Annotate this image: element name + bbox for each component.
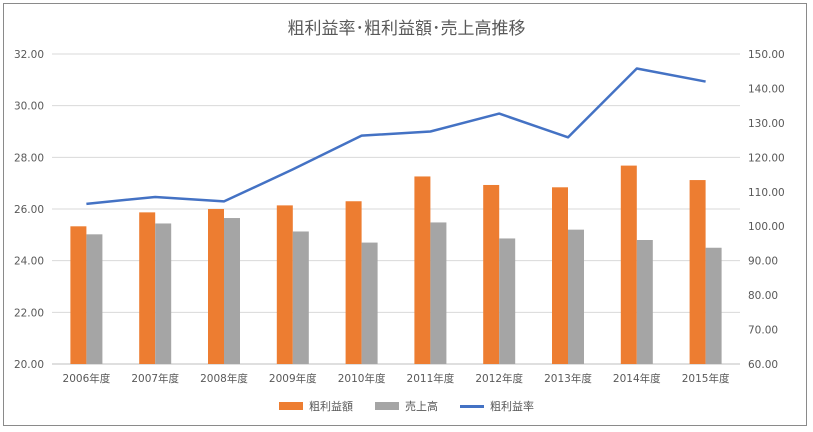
y-left-tick-label: 30.00 xyxy=(14,101,44,113)
y-right-tick-label: 90.00 xyxy=(748,256,778,268)
bar-gross-profit xyxy=(620,165,637,364)
y-left-tick-label: 24.00 xyxy=(14,256,44,268)
legend-item-margin: 粗利益率 xyxy=(460,398,534,414)
x-tick-label: 2007年度 xyxy=(131,372,179,385)
bar-gross-profit xyxy=(345,201,362,364)
y-right-tick-label: 130.00 xyxy=(748,118,785,130)
y-left-tick-label: 32.00 xyxy=(14,49,44,61)
y-right-tick-label: 80.00 xyxy=(748,290,778,302)
x-tick-label: 2009年度 xyxy=(269,372,317,385)
y-right-tick-label: 120.00 xyxy=(748,152,785,164)
bar-gross-profit xyxy=(552,187,568,364)
x-tick-label: 2010年度 xyxy=(338,372,386,385)
y-left-tick-label: 20.00 xyxy=(14,359,44,371)
legend-swatch-margin xyxy=(460,404,484,408)
bar-gross-profit xyxy=(70,226,87,364)
legend: 粗利益額 売上高 粗利益率 xyxy=(0,398,813,414)
bar-gross-profit xyxy=(414,176,431,364)
x-tick-label: 2012年度 xyxy=(475,372,523,385)
bar-sales xyxy=(636,240,653,364)
legend-label-margin: 粗利益率 xyxy=(490,400,534,413)
legend-item-sales: 売上高 xyxy=(375,398,438,414)
legend-item-gross-profit: 粗利益額 xyxy=(279,398,353,414)
bar-sales xyxy=(86,234,103,364)
y-right-tick-label: 60.00 xyxy=(748,359,778,371)
y-left-tick-label: 28.00 xyxy=(14,152,44,164)
legend-swatch-gross-profit xyxy=(279,402,303,410)
y-right-tick-label: 110.00 xyxy=(748,187,785,199)
x-tick-label: 2008年度 xyxy=(200,372,248,385)
bar-sales xyxy=(499,238,516,364)
chart-title: 粗利益率･粗利益額･売上高推移 xyxy=(287,19,526,39)
y-right-tick-label: 70.00 xyxy=(748,325,778,337)
bar-sales xyxy=(292,231,309,364)
bar-sales xyxy=(705,247,722,364)
legend-label-gross-profit: 粗利益額 xyxy=(309,400,353,413)
y-left-tick-label: 26.00 xyxy=(14,204,44,216)
y-right-tick-label: 150.00 xyxy=(748,49,785,61)
y-right-tick-label: 140.00 xyxy=(748,83,785,95)
bar-gross-profit xyxy=(276,205,293,364)
bar-gross-profit xyxy=(208,209,224,364)
bar-sales xyxy=(361,242,378,364)
x-tick-label: 2015年度 xyxy=(682,372,730,385)
y-right-tick-label: 100.00 xyxy=(748,221,785,233)
x-tick-label: 2013年度 xyxy=(544,372,592,385)
bar-gross-profit xyxy=(483,184,500,364)
bar-sales xyxy=(568,229,584,364)
chart-frame xyxy=(3,3,807,426)
bar-sales xyxy=(430,222,447,364)
legend-swatch-sales xyxy=(375,402,399,410)
line-margin xyxy=(86,67,706,206)
x-tick-label: 2014年度 xyxy=(613,372,661,385)
bar-sales xyxy=(224,218,240,364)
y-left-tick-label: 22.00 xyxy=(14,307,44,319)
bar-gross-profit xyxy=(689,180,706,364)
bar-gross-profit xyxy=(139,212,156,364)
bar-sales xyxy=(155,223,172,364)
x-tick-label: 2011年度 xyxy=(407,372,455,385)
legend-label-sales: 売上高 xyxy=(405,400,438,413)
x-tick-label: 2006年度 xyxy=(63,372,111,385)
